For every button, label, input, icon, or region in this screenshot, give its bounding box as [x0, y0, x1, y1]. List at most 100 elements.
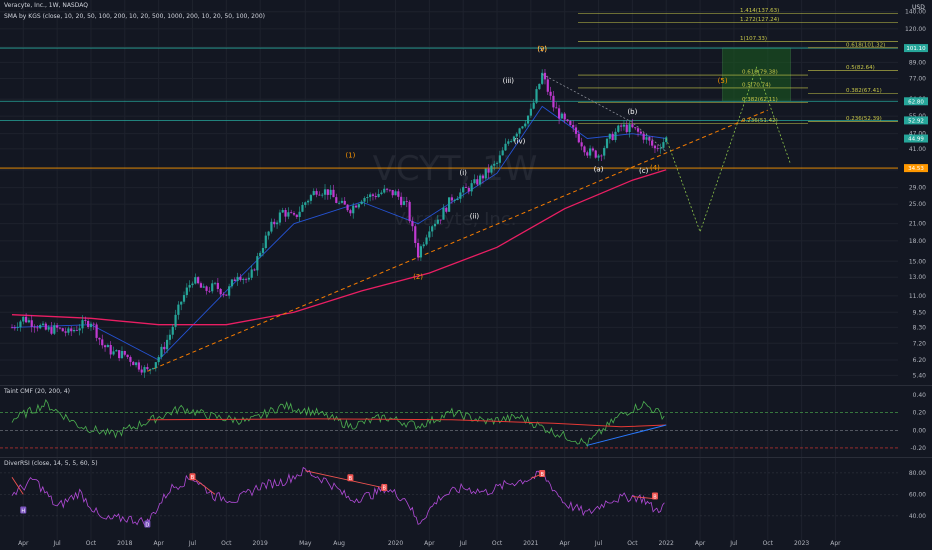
candle-body [484, 168, 487, 179]
wave-label: (iv) [514, 138, 526, 146]
candle-body [287, 212, 290, 217]
candle-body [459, 192, 462, 199]
candle-body [343, 200, 346, 205]
wave-label: (3) [537, 45, 547, 53]
candle-body [261, 248, 265, 253]
rsi-line [11, 466, 665, 528]
candle-body [656, 148, 659, 150]
candle-body [273, 221, 276, 225]
candle-body [157, 357, 160, 363]
candle-body [163, 346, 166, 350]
pane-separator-rsi[interactable] [0, 457, 932, 458]
cmf-tick-label: 0.20 [913, 410, 927, 417]
candle-body [151, 368, 155, 370]
candle-body [292, 213, 296, 215]
y-tick-label: 25.00 [909, 201, 926, 208]
candle-body [563, 113, 566, 120]
candle-body [129, 357, 132, 362]
candle-body [394, 191, 397, 196]
rsi-divergence-marker [144, 520, 151, 528]
candle-body [236, 276, 239, 282]
candle-body [487, 168, 490, 173]
candle-body [586, 152, 589, 156]
candle-body [197, 277, 200, 284]
candle-body [53, 325, 56, 334]
candle-body [188, 285, 191, 288]
fib-level-label: 1.414(137.63) [740, 8, 779, 14]
trendline [147, 109, 768, 372]
candle-body [27, 320, 31, 323]
candle-body [41, 323, 45, 326]
candle-body [177, 304, 180, 315]
sma-legend: SMA by KGS (close, 10, 20, 50, 100, 200,… [4, 13, 265, 20]
candle-body [134, 362, 138, 366]
candle-body [132, 361, 135, 366]
wave-label: (2) [413, 273, 423, 281]
wave-label: (b) [627, 108, 637, 116]
candle-body [431, 226, 434, 232]
x-tick-label: Jul [594, 540, 603, 547]
candle-body [583, 146, 586, 153]
candle-body [391, 189, 394, 196]
candle-body [174, 314, 177, 327]
price-badge-label: 101.10 [906, 46, 926, 52]
candle-body [244, 278, 248, 280]
candle-body [332, 189, 335, 198]
x-tick-label: Oct [86, 540, 97, 547]
candle-body [89, 323, 93, 328]
y-tick-label: 11.00 [909, 293, 926, 300]
cmf-tick-label: -0.20 [910, 445, 926, 452]
candle-body [58, 327, 62, 329]
candle-body [597, 155, 600, 158]
candle-body [369, 194, 372, 198]
cmf-signal-line [147, 418, 667, 428]
candle-body [580, 142, 583, 147]
candle-body [532, 102, 535, 109]
y-tick-label: 15.00 [909, 258, 926, 265]
candle-body [109, 344, 112, 355]
candle-body [535, 89, 538, 103]
candle-body [92, 323, 95, 325]
price-badge [904, 97, 928, 106]
pane-separator-cmf[interactable] [0, 385, 932, 386]
candle-body [414, 226, 417, 244]
candle-body [569, 121, 572, 126]
candle-body [591, 148, 595, 151]
rsi-divergence-marker [539, 469, 546, 477]
x-tick-label: Apr [424, 540, 435, 547]
candle-body [648, 137, 651, 141]
x-tick-label: Oct [492, 540, 503, 547]
candle-body [507, 141, 510, 144]
candle-body [112, 351, 115, 355]
candle-body [515, 133, 518, 137]
fib-level-label: 0.236(52.39) [846, 116, 882, 122]
candle-body [233, 279, 236, 282]
candle-body [543, 72, 547, 80]
candle-body [605, 138, 609, 148]
x-tick-label: 2020 [388, 540, 403, 547]
candle-body [408, 201, 411, 222]
x-tick-label: Oct [221, 540, 232, 547]
candle-body [146, 367, 149, 370]
candle-body [123, 350, 126, 355]
candle-body [360, 201, 363, 205]
candle-body [377, 193, 380, 198]
candle-body [642, 133, 645, 140]
wave-label: (ii) [470, 212, 480, 220]
target-zone-box [722, 47, 791, 102]
y-tick-label: 89.00 [909, 59, 926, 66]
x-tick-label: Aug [333, 540, 345, 547]
candle-body [36, 327, 39, 329]
fib-level-label: 1(107.33) [740, 36, 767, 42]
candle-body [199, 283, 203, 288]
candle-body [422, 244, 425, 247]
y-tick-label: 5.40 [913, 372, 927, 379]
candle-body [622, 124, 626, 127]
candle-body [651, 140, 654, 146]
candle-body [22, 316, 25, 322]
fib-level-label: 0.382(67.41) [846, 88, 882, 94]
cmf-legend: Taint CMF (20, 200, 4) [4, 388, 71, 395]
cmf-line [11, 398, 665, 448]
candle-body [278, 212, 281, 223]
